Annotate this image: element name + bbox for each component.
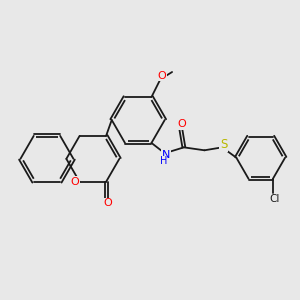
Text: N: N [162,150,170,160]
Text: O: O [158,71,166,81]
Text: S: S [220,139,227,152]
Text: O: O [71,177,80,187]
Text: H: H [160,157,167,166]
Text: Cl: Cl [269,194,280,204]
Text: O: O [103,198,112,208]
Text: O: O [177,119,186,129]
